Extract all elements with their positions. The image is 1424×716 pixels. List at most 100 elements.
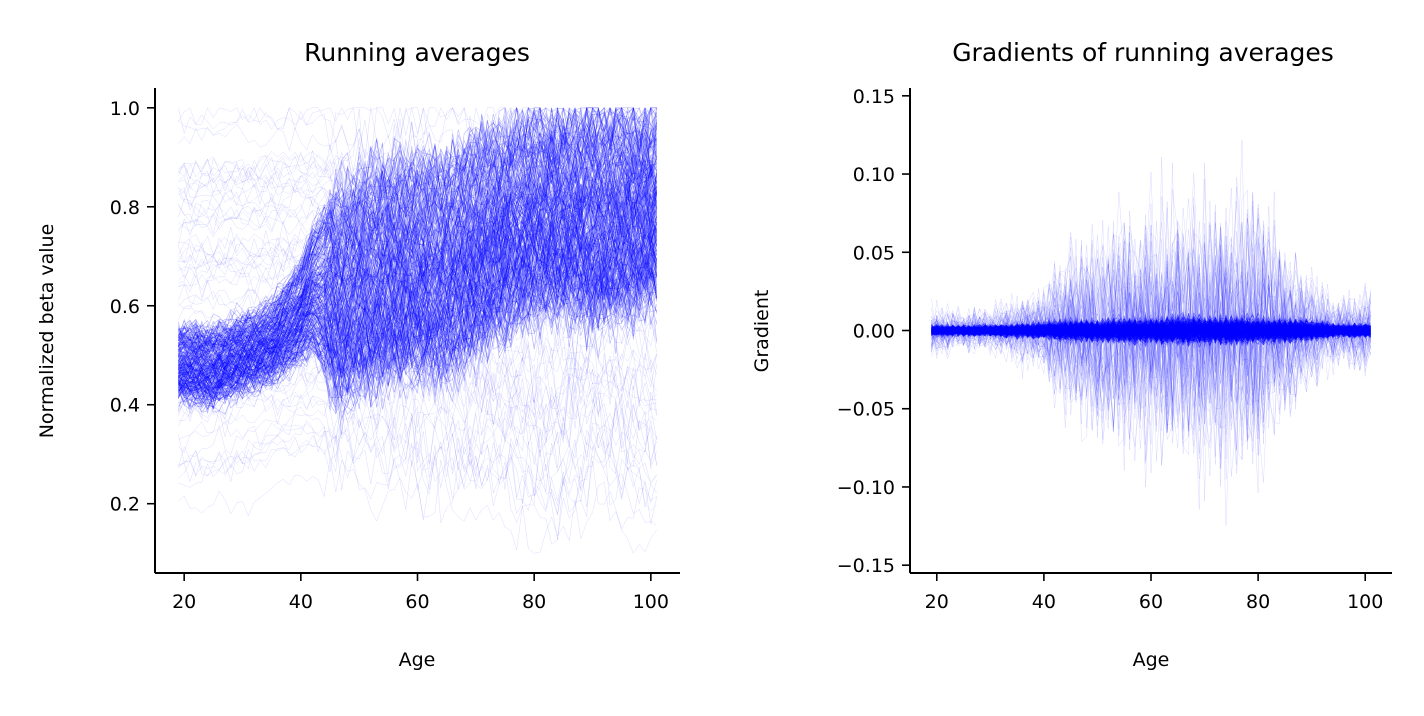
series-line — [931, 189, 1371, 439]
series-line — [178, 146, 657, 238]
series-line — [178, 262, 657, 409]
series-line — [178, 162, 657, 374]
series-line — [931, 321, 1371, 340]
series-line — [178, 176, 657, 373]
series-line — [178, 135, 657, 367]
series-line — [178, 243, 657, 399]
series-line — [178, 248, 657, 395]
series-line — [931, 317, 1371, 344]
series-line — [178, 220, 657, 296]
series-line — [178, 247, 657, 401]
y-tick-label: 0.15 — [853, 86, 895, 108]
series-line — [178, 459, 657, 554]
series-line — [178, 210, 657, 385]
series-line — [931, 316, 1371, 341]
x-axis-label: Age — [399, 649, 436, 671]
series-line — [178, 149, 657, 236]
series-line — [931, 232, 1371, 449]
series-line — [178, 286, 657, 381]
series-line — [931, 316, 1371, 344]
series-line — [178, 193, 657, 372]
series-line — [178, 217, 657, 385]
series-line — [931, 207, 1371, 493]
series-line — [931, 322, 1371, 347]
series-line — [178, 158, 657, 383]
series-line — [178, 179, 657, 370]
series-line — [178, 143, 657, 229]
series-line — [931, 201, 1371, 483]
series-line — [178, 180, 657, 371]
series-line — [178, 155, 657, 374]
series-line — [931, 241, 1371, 422]
series-line — [178, 239, 657, 392]
series-line — [178, 107, 657, 347]
series-line — [931, 317, 1371, 345]
series-line — [178, 207, 657, 379]
series-line — [931, 316, 1371, 341]
series-line — [931, 319, 1371, 344]
series-line — [178, 107, 657, 349]
series-line — [178, 106, 657, 346]
series-line — [178, 163, 657, 371]
series-line — [178, 180, 657, 376]
series-line — [178, 358, 657, 469]
series-line — [931, 315, 1371, 343]
series-line — [178, 107, 657, 184]
series-line — [178, 147, 657, 367]
series-line — [931, 319, 1371, 345]
series-line — [931, 317, 1371, 342]
series-line — [178, 124, 657, 208]
series-line — [178, 158, 657, 369]
series-line — [178, 187, 657, 294]
series-line — [931, 200, 1371, 447]
series-line — [178, 107, 657, 347]
series-line — [931, 318, 1371, 342]
series-line — [178, 135, 657, 360]
series-line — [931, 313, 1371, 342]
series-line — [931, 320, 1371, 349]
series-line — [178, 106, 657, 347]
series-line — [178, 185, 657, 387]
series-line — [931, 221, 1371, 429]
series-line — [931, 206, 1371, 454]
series-line — [178, 222, 657, 400]
series-line — [178, 359, 657, 443]
series-line — [931, 314, 1371, 344]
series-line — [931, 322, 1371, 343]
series-line — [178, 177, 657, 374]
series-line — [931, 319, 1371, 343]
series-line — [931, 162, 1371, 439]
series-line — [931, 319, 1371, 343]
series-line — [931, 228, 1371, 452]
series-line — [931, 317, 1371, 347]
series-line — [178, 209, 657, 390]
series-line — [931, 317, 1371, 341]
series-line — [178, 242, 657, 401]
series-line — [178, 248, 657, 401]
series-line — [931, 319, 1371, 344]
series-line — [931, 231, 1371, 443]
x-tick-label: 80 — [1246, 591, 1270, 613]
series-line — [931, 235, 1371, 424]
series-line — [178, 365, 657, 468]
series-line — [931, 318, 1371, 339]
series-line — [931, 318, 1371, 344]
series-line — [931, 318, 1371, 343]
series-line — [178, 150, 657, 372]
series-line — [178, 107, 657, 337]
series-line — [178, 156, 657, 224]
series-line — [931, 315, 1371, 346]
series-line — [931, 313, 1371, 345]
series-line — [931, 317, 1371, 347]
series-line — [931, 317, 1371, 340]
series-line — [178, 326, 657, 439]
series-line — [178, 107, 657, 347]
series-line — [178, 142, 657, 236]
series-line — [931, 316, 1371, 345]
series-line — [178, 333, 657, 421]
series-line — [178, 309, 657, 408]
series-line — [178, 234, 657, 388]
series-line — [931, 319, 1371, 345]
series-line — [931, 318, 1371, 340]
series-line — [931, 200, 1371, 431]
